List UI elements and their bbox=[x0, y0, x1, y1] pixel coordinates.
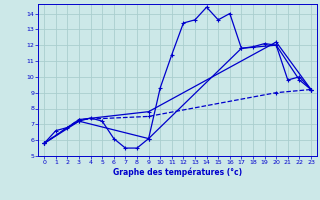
X-axis label: Graphe des températures (°c): Graphe des températures (°c) bbox=[113, 168, 242, 177]
